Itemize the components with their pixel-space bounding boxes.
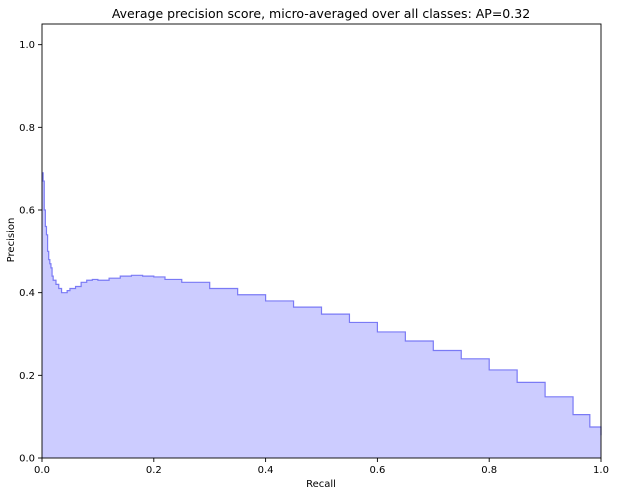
x-axis-label: Recall (306, 479, 336, 490)
plot-area: 0.0 0.2 0.4 0.6 0.8 1.0 0.0 0.2 0.4 0.6 0.8 1.0 (19, 23, 609, 476)
series-area-0 (42, 172, 601, 459)
y-tick-label: 0.8 (19, 123, 35, 134)
x-tick-label: 0.0 (34, 465, 50, 476)
series-line-0 (42, 172, 602, 436)
x-tick-label: 0.6 (369, 465, 385, 476)
x-tick-label: 0.2 (146, 465, 162, 476)
x-tick-label: 0.4 (258, 465, 274, 476)
x-tick-label: 1.0 (593, 465, 609, 476)
plot-frame (41, 23, 602, 459)
y-axis-label: Precision (6, 218, 17, 263)
y-tick-label: 0.0 (19, 454, 35, 465)
y-tick-label: 0.4 (19, 288, 35, 299)
y-tick-label: 0.6 (19, 206, 35, 217)
chart-title: Average precision score, micro-averaged … (112, 6, 530, 21)
y-tick-label: 1.0 (19, 40, 35, 51)
y-tick-label: 0.2 (19, 371, 35, 382)
x-tick-label: 0.8 (481, 465, 497, 476)
